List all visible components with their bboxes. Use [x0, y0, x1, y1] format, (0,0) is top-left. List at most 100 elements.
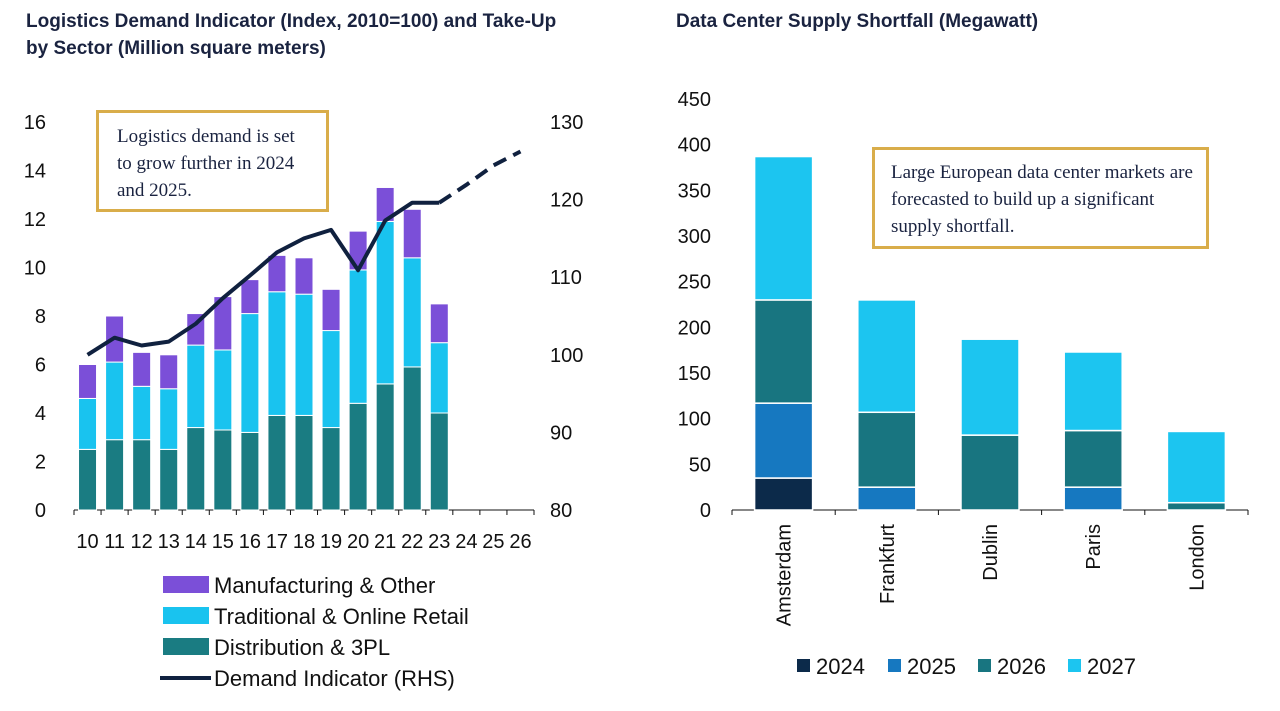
left-y2-tick-label: 80 [550, 500, 572, 522]
left-bar-segment [294, 257, 314, 295]
left-x-tick-label: 11 [104, 531, 125, 553]
left-y-tick-label: 4 [35, 403, 46, 425]
left-bar-segment [429, 303, 449, 344]
legend-swatch [1068, 659, 1081, 672]
left-bar-segment [132, 351, 152, 387]
legend-swatch [978, 659, 991, 672]
legend-swatch [163, 638, 209, 655]
right-bar-segment [753, 299, 814, 404]
right-y-tick-label: 0 [700, 500, 711, 522]
left-x-tick-label: 13 [158, 531, 180, 553]
left-y2-tick-label: 130 [550, 112, 583, 134]
right-bar-segment [1166, 501, 1227, 511]
left-x-tick-label: 26 [509, 531, 531, 553]
right-bar-segment [1063, 429, 1123, 488]
left-bar-segment [78, 397, 98, 450]
left-bar-segment [105, 361, 125, 441]
left-x-tick-label: 14 [185, 531, 207, 553]
left-x-tick-label: 16 [239, 531, 261, 553]
left-x-tick-label: 23 [428, 531, 450, 553]
left-bar-segment [186, 427, 206, 511]
right-y-tick-label: 100 [678, 409, 711, 431]
left-bar-segment [348, 402, 368, 511]
legend-label: Manufacturing & Other [214, 573, 435, 598]
left-y-tick-label: 8 [35, 306, 46, 328]
right-bar-segment [857, 486, 917, 511]
right-bar-segment [753, 477, 814, 511]
left-bar-segment [375, 220, 395, 385]
left-x-tick-label: 10 [76, 531, 98, 553]
left-bar-segment [186, 344, 206, 429]
right-annotation-box: Large European data center markets are f… [872, 147, 1209, 249]
left-bar-segment [132, 439, 152, 511]
right-y-tick-label: 300 [678, 226, 711, 248]
left-bar-segment [402, 366, 422, 511]
right-y-tick-label: 200 [678, 317, 711, 339]
legend-label: 2025 [907, 654, 956, 679]
legend-swatch [797, 659, 810, 672]
left-bar-segment [321, 330, 341, 429]
left-x-tick-label: 17 [266, 531, 288, 553]
left-y2-tick-label: 120 [550, 190, 583, 212]
left-bar-segment [402, 208, 422, 259]
left-bar-segment [294, 293, 314, 416]
left-bar-segment [348, 269, 368, 404]
legend-label: Traditional & Online Retail [214, 604, 469, 629]
left-y-tick-label: 16 [24, 112, 46, 134]
right-bar-segment [753, 155, 814, 301]
left-bar-segment [132, 385, 152, 441]
left-x-tick-label: 15 [212, 531, 234, 553]
right-y-tick-label: 450 [678, 89, 711, 111]
right-bar-segment [960, 434, 1020, 511]
left-bar-segment [78, 448, 98, 511]
right-chart-title: Data Center Supply Shortfall (Megawatt) [676, 11, 1039, 32]
legend-label: Distribution & 3PL [214, 635, 390, 660]
right-x-tick-label: Paris [1083, 524, 1105, 570]
legend-swatch [163, 576, 209, 593]
left-bar-segment [375, 383, 395, 511]
left-x-tick-label: 25 [482, 531, 504, 553]
left-bar-segment [267, 291, 287, 416]
left-bar-segment [321, 288, 341, 332]
left-bar-segment [159, 448, 179, 511]
right-bar-segment [1063, 486, 1123, 511]
right-y-tick-label: 150 [678, 363, 711, 385]
legend-label: 2024 [816, 654, 865, 679]
right-bar-segment [857, 299, 917, 414]
legend-label: 2027 [1087, 654, 1136, 679]
left-bar-segment [429, 412, 449, 511]
right-x-tick-label: Amsterdam [774, 524, 796, 626]
right-bar-segment [1166, 430, 1227, 504]
left-y-tick-label: 14 [24, 161, 46, 183]
left-bar-segment [213, 429, 233, 511]
left-y-tick-label: 0 [35, 500, 46, 522]
left-x-tick-label: 20 [347, 531, 369, 553]
left-annotation-box: Logistics demand is set to grow further … [96, 110, 329, 212]
left-bar-segment [78, 364, 98, 399]
left-bar-segment [429, 342, 449, 414]
left-bar-segment [240, 431, 260, 511]
right-bar-segment [960, 338, 1020, 436]
left-x-tick-label: 18 [293, 531, 315, 553]
right-bar-segment [753, 402, 814, 479]
left-chart-title: Logistics Demand Indicator (Index, 2010=… [26, 11, 557, 59]
left-x-tick-label: 22 [401, 531, 423, 553]
left-bar-segment [294, 414, 314, 511]
left-x-tick-label: 24 [455, 531, 477, 553]
left-y2-tick-label: 110 [550, 267, 582, 289]
right-bar-segment [1063, 351, 1123, 432]
demand-indicator-forecast-line [438, 149, 522, 205]
left-x-tick-label: 19 [320, 531, 342, 553]
left-bar-segment [159, 354, 179, 390]
right-y-tick-label: 250 [678, 272, 711, 294]
left-bar-segment [213, 349, 233, 431]
left-y2-tick-label: 100 [550, 345, 583, 367]
left-bar-segment [240, 279, 260, 315]
right-y-tick-label: 50 [689, 454, 711, 476]
left-y-tick-label: 2 [35, 452, 46, 474]
left-bar-segment [267, 254, 287, 293]
legend-swatch [888, 659, 901, 672]
right-x-tick-label: London [1186, 524, 1208, 591]
legend-label: Demand Indicator (RHS) [214, 666, 455, 691]
